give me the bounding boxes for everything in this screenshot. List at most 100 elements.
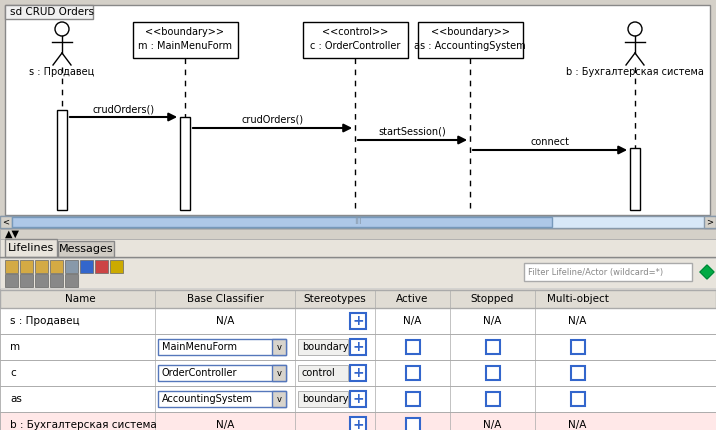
Bar [0,386,716,412]
Bar [417,22,523,58]
Circle shape [55,22,69,36]
Text: as : AccountingSystem: as : AccountingSystem [414,41,526,51]
Text: AccountingSystem: AccountingSystem [162,394,253,404]
Text: Base Classifier: Base Classifier [187,294,263,304]
Text: N/A: N/A [569,316,586,326]
Text: crudOrders(): crudOrders() [92,104,155,114]
Text: Filter Lifeline/Actor (wildcard=*): Filter Lifeline/Actor (wildcard=*) [528,267,663,276]
Text: crudOrders(): crudOrders() [241,115,304,125]
Bar [50,274,63,287]
Text: N/A: N/A [483,316,502,326]
Polygon shape [700,265,714,279]
Bar [630,148,640,210]
Bar [95,260,108,273]
Text: +: + [352,340,364,354]
Bar [0,290,716,308]
Text: N/A: N/A [403,316,422,326]
Bar [65,274,78,287]
Bar [5,274,18,287]
Text: N/A: N/A [216,420,234,430]
Bar [35,274,48,287]
Text: +: + [352,418,364,430]
Text: MainMenuForm: MainMenuForm [162,342,237,352]
Text: Active: Active [397,294,429,304]
Text: Stopped: Stopped [471,294,514,304]
Text: startSession(): startSession() [379,127,446,137]
Text: c: c [10,368,16,378]
Text: <: < [2,218,9,227]
Text: boundary: boundary [302,342,349,352]
Text: N/A: N/A [483,420,502,430]
Bar [0,239,716,430]
Bar [485,392,500,406]
Bar [571,392,584,406]
Bar [485,340,500,354]
Circle shape [628,22,642,36]
Text: control: control [302,368,336,378]
Bar [158,365,286,381]
Bar [0,290,716,430]
Text: as: as [10,394,22,404]
Bar [0,308,716,334]
Bar [0,360,716,386]
Bar [5,5,93,19]
Text: N/A: N/A [569,420,586,430]
Text: v: v [276,369,281,378]
Text: Name: Name [64,294,95,304]
Text: Stereotypes: Stereotypes [304,294,367,304]
Text: v: v [276,394,281,403]
Text: +: + [352,392,364,406]
Text: +: + [352,366,364,380]
Bar [180,117,190,210]
Bar [110,260,123,273]
Text: sd CRUD Orders: sd CRUD Orders [10,7,94,17]
Bar [571,366,584,380]
Text: Multi-object: Multi-object [546,294,609,304]
Text: <<boundary>>: <<boundary>> [430,27,510,37]
Bar [302,22,407,58]
Text: s : Продавец: s : Продавец [29,67,95,77]
Bar [20,260,33,273]
Text: >: > [707,218,714,227]
Text: OrderController: OrderController [162,368,238,378]
Bar [524,263,692,281]
Bar [298,365,348,381]
Bar [405,366,420,380]
Bar [704,216,716,228]
Bar [65,260,78,273]
Text: m : MainMenuForm: m : MainMenuForm [138,41,232,51]
Bar [20,274,33,287]
Bar [272,365,286,381]
Bar [0,412,716,430]
Bar [298,391,348,407]
Text: b : Бухгалтерская система: b : Бухгалтерская система [10,420,157,430]
Bar [0,216,716,228]
Text: <<boundary>>: <<boundary>> [145,27,225,37]
Bar [132,22,238,58]
Text: b : Бухгалтерская система: b : Бухгалтерская система [566,67,704,77]
Bar [405,392,420,406]
Bar [405,340,420,354]
Bar [0,334,716,360]
Bar [272,339,286,355]
Bar [57,110,67,210]
Bar [80,260,93,273]
Bar [5,260,18,273]
Bar [0,229,716,239]
Bar [50,260,63,273]
Text: s : Продавец: s : Продавец [10,316,79,326]
Bar [12,217,552,227]
Bar [272,391,286,407]
Bar [5,5,710,215]
Bar [350,313,366,329]
Text: Messages: Messages [59,244,113,254]
Bar [350,339,366,355]
Text: c : OrderController: c : OrderController [310,41,400,51]
Text: ▲▼: ▲▼ [5,229,20,239]
Bar [158,391,286,407]
Bar [0,216,12,228]
Text: <<control>>: <<control>> [322,27,388,37]
Bar [350,391,366,407]
Bar [350,365,366,381]
Text: boundary: boundary [302,394,349,404]
